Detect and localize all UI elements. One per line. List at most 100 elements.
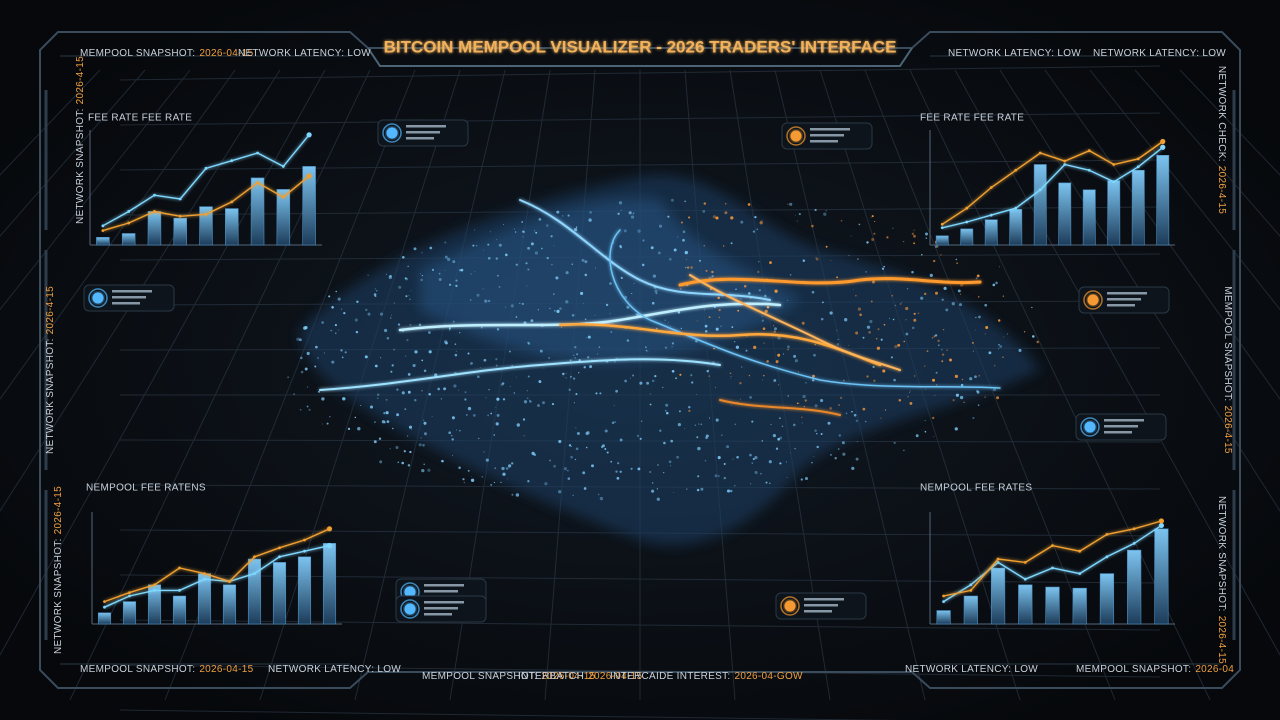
line-point bbox=[306, 132, 312, 138]
particle bbox=[664, 319, 666, 321]
status-value: 2026-4-15 bbox=[75, 56, 86, 104]
particle bbox=[334, 324, 337, 327]
callout-dot bbox=[784, 600, 796, 612]
particle bbox=[588, 218, 592, 222]
particle bbox=[704, 459, 707, 462]
line-point bbox=[281, 165, 285, 168]
particle bbox=[589, 365, 593, 369]
particle bbox=[549, 459, 552, 462]
particle bbox=[876, 346, 881, 350]
particle bbox=[910, 390, 911, 392]
bar bbox=[990, 567, 1006, 625]
status-label: INTERBATCH 2026-04-15 bbox=[518, 671, 642, 682]
particle bbox=[677, 422, 682, 427]
particle bbox=[976, 274, 980, 278]
particle bbox=[787, 345, 790, 349]
particle bbox=[731, 326, 734, 329]
callout-ring bbox=[400, 599, 420, 619]
particle bbox=[787, 300, 789, 302]
particle bbox=[422, 419, 425, 422]
particle bbox=[665, 403, 669, 407]
callout-dot bbox=[404, 586, 416, 598]
particle bbox=[668, 257, 672, 261]
callout-ring bbox=[780, 596, 800, 616]
particle bbox=[613, 405, 615, 407]
bar bbox=[935, 235, 949, 246]
particle bbox=[526, 390, 528, 392]
mempool-cloud bbox=[287, 174, 1040, 546]
particle bbox=[556, 309, 560, 314]
particle bbox=[848, 345, 850, 346]
status-value: 2026-04-15 bbox=[199, 48, 253, 59]
line-point bbox=[204, 166, 208, 170]
particle bbox=[397, 461, 400, 464]
particle bbox=[576, 353, 579, 356]
status-key: MEMPOOL SNAPSHOT: bbox=[80, 664, 195, 675]
particle bbox=[732, 458, 734, 460]
particle bbox=[976, 390, 980, 394]
particle bbox=[1031, 335, 1035, 338]
particle bbox=[740, 220, 744, 224]
particle bbox=[379, 312, 384, 316]
particle bbox=[599, 496, 604, 501]
particle bbox=[521, 302, 524, 306]
particle bbox=[762, 327, 766, 331]
line-point bbox=[326, 526, 333, 532]
bar bbox=[97, 612, 112, 625]
status-value: 2026-4-15 bbox=[1216, 166, 1227, 214]
particle bbox=[705, 436, 708, 440]
particle bbox=[748, 292, 751, 295]
particle bbox=[924, 419, 926, 422]
particle bbox=[374, 421, 376, 423]
callout-ring bbox=[786, 126, 806, 146]
particle bbox=[756, 228, 759, 231]
particle bbox=[894, 304, 897, 307]
particle bbox=[459, 332, 461, 334]
particle bbox=[408, 425, 413, 429]
particle bbox=[801, 321, 805, 325]
particle bbox=[304, 367, 308, 371]
particle bbox=[696, 394, 698, 395]
callout-text bbox=[1104, 419, 1144, 422]
particle bbox=[584, 260, 588, 264]
particle bbox=[667, 321, 669, 323]
line-series bbox=[104, 544, 330, 608]
particle bbox=[326, 422, 329, 425]
particle bbox=[407, 265, 409, 267]
line-point bbox=[253, 572, 256, 575]
status-label: NETWORK LATENCY: LOW bbox=[905, 664, 1038, 675]
particle bbox=[546, 224, 549, 227]
particle bbox=[775, 360, 779, 364]
particle bbox=[585, 431, 589, 436]
particle bbox=[493, 434, 496, 436]
line-point bbox=[1051, 566, 1054, 570]
particle bbox=[330, 329, 333, 332]
particle bbox=[538, 380, 542, 384]
particle bbox=[414, 350, 418, 354]
particle bbox=[522, 236, 524, 238]
particle bbox=[664, 409, 667, 412]
particle bbox=[575, 393, 578, 396]
particle bbox=[798, 213, 801, 216]
particle bbox=[715, 327, 719, 331]
particle bbox=[401, 391, 405, 395]
particle bbox=[763, 294, 767, 298]
particle bbox=[306, 386, 309, 388]
particle bbox=[410, 429, 412, 431]
particle bbox=[656, 497, 660, 501]
particle bbox=[862, 336, 865, 339]
particle bbox=[761, 319, 764, 322]
particle bbox=[671, 342, 675, 345]
particle bbox=[575, 447, 579, 451]
particle bbox=[851, 466, 855, 471]
particle bbox=[628, 211, 632, 215]
particle bbox=[632, 212, 635, 215]
particle bbox=[658, 224, 663, 228]
particle bbox=[820, 433, 823, 435]
line-series bbox=[941, 140, 1164, 225]
particle bbox=[317, 357, 319, 359]
particle bbox=[873, 379, 876, 382]
particle bbox=[575, 427, 577, 429]
particle bbox=[487, 256, 491, 260]
particle bbox=[405, 295, 408, 298]
